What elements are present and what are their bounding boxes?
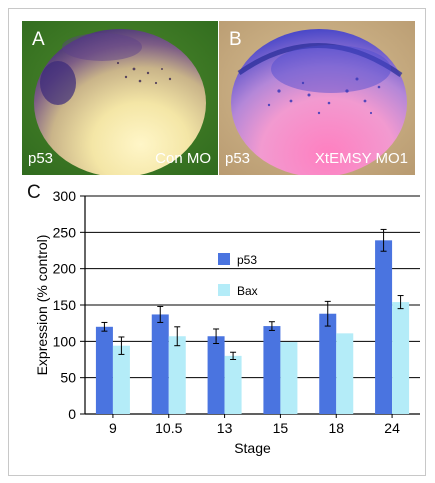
panel-a-condition-label: Con MO xyxy=(155,150,211,167)
bar-p53-9 xyxy=(95,326,113,414)
bar-p53-18 xyxy=(319,313,337,414)
panel-c-letter: C xyxy=(27,182,41,203)
x-tick-label: 18 xyxy=(328,420,344,436)
y-tick-label: 100 xyxy=(53,333,77,349)
x-tick-label: 24 xyxy=(384,420,400,436)
y-tick-label: 300 xyxy=(53,188,77,204)
bar-bax-15 xyxy=(280,342,298,414)
bar-p53-10.5 xyxy=(151,314,169,414)
y-tick-label: 0 xyxy=(68,406,76,422)
x-tick-label: 15 xyxy=(273,420,289,436)
legend-swatch-p53 xyxy=(218,253,230,265)
bar-bax-13 xyxy=(224,355,242,414)
panel-a-letter: A xyxy=(32,29,45,50)
x-axis-label: Stage xyxy=(234,440,271,456)
x-tick-label: 10.5 xyxy=(155,420,182,436)
panel-b-condition-label: XtEMSY MO1 xyxy=(314,150,408,167)
panel-a-marker-label: p53 xyxy=(28,150,54,167)
bar-bax-10.5 xyxy=(168,336,186,414)
y-tick-label: 150 xyxy=(53,297,77,313)
y-tick-label: 50 xyxy=(60,370,76,386)
panel-b-letter: B xyxy=(229,29,242,50)
bar-bax-9 xyxy=(112,345,130,414)
panel-b-image: B p53 XtEMSY MO1 xyxy=(219,21,415,175)
legend-label-bax: Bax xyxy=(237,284,258,298)
y-axis-label: Expression (% control) xyxy=(34,235,50,376)
bar-bax-24 xyxy=(392,302,410,414)
bar-p53-15 xyxy=(263,326,281,414)
embryo-xtemsy-mo1-photo xyxy=(219,21,415,175)
panel-a-image: A p53 Con MO xyxy=(22,21,218,175)
bar-p53-13 xyxy=(207,336,225,414)
y-tick-label: 250 xyxy=(53,224,77,240)
bar-p53-24 xyxy=(375,240,393,414)
legend-swatch-bax xyxy=(218,284,230,296)
legend-label-p53: p53 xyxy=(237,253,257,267)
panel-b-marker-label: p53 xyxy=(225,150,251,167)
embryo-con-mo-photo xyxy=(22,21,218,175)
x-tick-label: 13 xyxy=(217,420,233,436)
bar-bax-18 xyxy=(336,333,354,414)
x-tick-label: 9 xyxy=(109,420,117,436)
y-tick-label: 200 xyxy=(53,261,77,277)
